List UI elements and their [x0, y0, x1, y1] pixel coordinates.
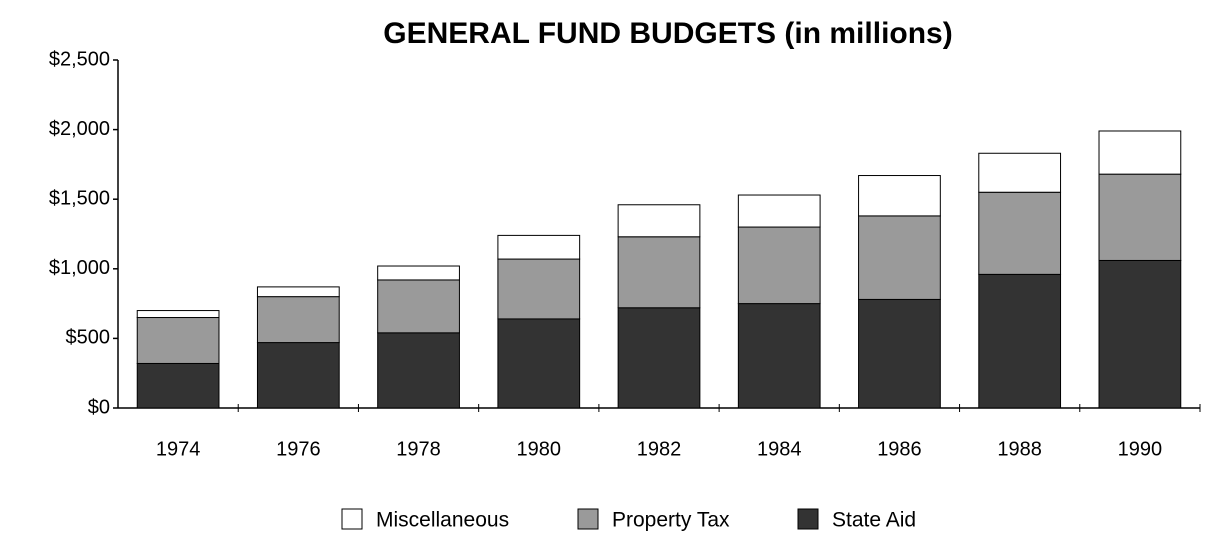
- bar-segment: [1098, 173, 1182, 261]
- x-tick-label: 1984: [757, 438, 802, 460]
- x-tick-label: 1974: [156, 438, 201, 460]
- x-tick-label: 1980: [517, 438, 562, 460]
- y-tick-label: $2,500: [49, 48, 110, 70]
- legend-swatch: [797, 508, 819, 530]
- y-tick-label: $500: [66, 327, 111, 349]
- chart-title: GENERAL FUND BUDGETS (in millions): [383, 17, 952, 50]
- legend-label: State Aid: [832, 509, 916, 532]
- bar-segment: [737, 194, 821, 228]
- x-tick-label: 1978: [396, 438, 441, 460]
- legend-label: Property Tax: [612, 509, 730, 532]
- y-tick-label: $1,500: [49, 187, 110, 209]
- bar-segment: [377, 279, 460, 334]
- bar-segment: [136, 310, 220, 319]
- bar-segment: [858, 175, 941, 217]
- bar-segment: [978, 273, 1062, 409]
- x-tick-label: 1988: [997, 438, 1042, 460]
- bar-segment: [978, 191, 1062, 275]
- bar-segment: [497, 234, 581, 260]
- bar-segment: [377, 332, 460, 409]
- bar-segment: [136, 317, 220, 364]
- bar-segment: [858, 215, 941, 300]
- bar-segment: [737, 226, 821, 305]
- bar-segment: [617, 236, 701, 309]
- bar-segment: [737, 303, 821, 409]
- legend-swatch: [341, 508, 363, 530]
- y-tick-label: $2,000: [49, 118, 110, 140]
- bar-segment: [256, 296, 340, 344]
- legend-swatch: [577, 508, 599, 530]
- bar-segment: [377, 265, 460, 281]
- bar-segment: [617, 204, 701, 238]
- x-tick-label: 1976: [276, 438, 321, 460]
- bar-segment: [978, 152, 1062, 193]
- bar-segment: [1098, 259, 1182, 409]
- legend-label: Miscellaneous: [376, 509, 509, 532]
- x-tick-label: 1986: [877, 438, 922, 460]
- bar-segment: [256, 286, 340, 298]
- bar-segment: [1098, 130, 1182, 175]
- x-tick-label: 1990: [1118, 438, 1163, 460]
- y-tick-label: $1,000: [49, 257, 110, 279]
- bar-segment: [136, 362, 220, 409]
- bar-segment: [497, 318, 581, 409]
- bar-segment: [858, 298, 941, 409]
- bar-segment: [617, 307, 701, 409]
- x-tick-label: 1982: [637, 438, 682, 460]
- y-tick-label: $0: [88, 396, 110, 418]
- bar-segment: [256, 342, 340, 409]
- bar-segment: [497, 258, 581, 320]
